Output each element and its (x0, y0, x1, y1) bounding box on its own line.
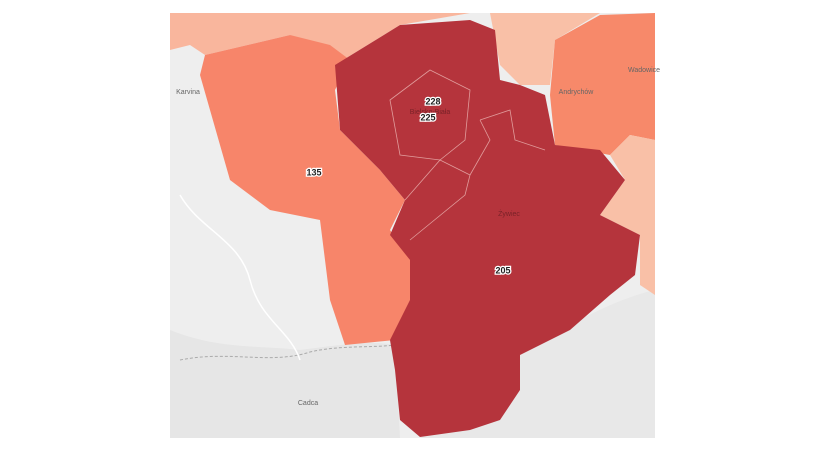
region-value: 225 (420, 112, 435, 122)
subregion-border (404, 109, 546, 241)
place-label: Andrychów (559, 89, 595, 96)
region-value: 205 (495, 265, 510, 275)
place-label: Bielsko-Biała (410, 109, 451, 116)
subregion-border (389, 69, 471, 161)
region-value: 135 (306, 167, 321, 177)
place-label: Karvina (176, 89, 200, 96)
region-orange (200, 35, 415, 345)
region-light (600, 135, 655, 295)
place-label: Cadca (298, 400, 318, 407)
region-dark (335, 20, 640, 437)
region-orange (550, 13, 655, 155)
place-label: Żywiec (498, 209, 520, 218)
road (179, 194, 301, 361)
terrain (170, 330, 400, 438)
place-label: Wadowice (628, 67, 660, 74)
region-light (490, 13, 600, 85)
region-value: 228 (425, 96, 440, 106)
country-border (179, 344, 396, 361)
region-light (170, 13, 470, 65)
